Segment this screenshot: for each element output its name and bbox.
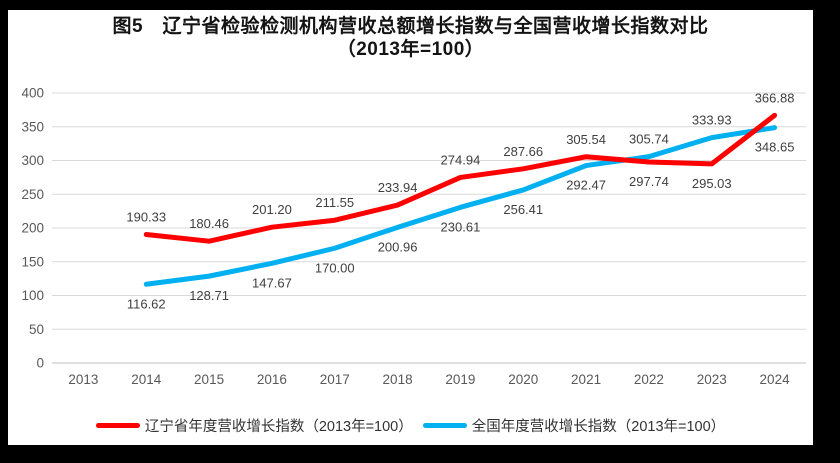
- data-label-national: 256.41: [503, 202, 543, 217]
- data-label-liaoning: 233.94: [378, 180, 418, 195]
- data-label-national: 147.67: [252, 275, 292, 290]
- data-label-national: 230.61: [441, 219, 481, 234]
- series-line-national: [143, 125, 778, 287]
- y-axis-tick-label: 250: [21, 187, 44, 202]
- data-label-liaoning: 180.46: [189, 216, 229, 231]
- x-axis-tick-label: 2018: [383, 372, 413, 387]
- y-axis-tick-label: 300: [21, 153, 44, 168]
- legend-line-swatch-blue: [422, 423, 467, 428]
- data-label-liaoning: 366.88: [755, 90, 795, 105]
- chart-legend: 辽宁省年度营收增长指数（2013年=100） 全国年度营收增长指数（2013年=…: [8, 415, 813, 436]
- data-label-liaoning: 305.54: [566, 132, 606, 147]
- x-axis-tick-label: 2024: [760, 372, 791, 387]
- legend-item-national: 全国年度营收增长指数（2013年=100）: [422, 415, 726, 436]
- x-axis-tick-label: 2023: [697, 372, 727, 387]
- data-label-liaoning: 211.55: [315, 195, 354, 210]
- data-label-national: 292.47: [566, 178, 606, 193]
- x-axis-tick-label: 2014: [131, 372, 162, 387]
- x-axis-tick-label: 2013: [68, 372, 98, 387]
- chart-canvas: 图5 辽宁省检验检测机构营收总额增长指数与全国营收增长指数对比 （2013年=1…: [8, 10, 813, 445]
- data-label-national: 170.00: [315, 260, 355, 275]
- data-label-liaoning: 190.33: [126, 210, 166, 225]
- x-axis-tick-label: 2022: [634, 372, 664, 387]
- legend-line-swatch-red: [95, 423, 140, 428]
- chart-title-line2: （2013年=100）: [336, 39, 485, 60]
- x-axis-tick-label: 2021: [571, 372, 601, 387]
- y-axis-tick-label: 100: [21, 288, 44, 303]
- y-axis-tick-label: 150: [21, 254, 44, 269]
- chart-title-line1: 图5 辽宁省检验检测机构营收总额增长指数与全国营收增长指数对比: [112, 16, 709, 37]
- y-axis-tick-label: 50: [29, 322, 44, 337]
- data-label-national: 348.65: [755, 140, 795, 155]
- data-label-national: 305.74: [629, 132, 669, 147]
- legend-label-national: 全国年度营收增长指数（2013年=100）: [471, 419, 726, 435]
- series-line-liaoning: [143, 112, 778, 244]
- data-label-liaoning: 274.94: [441, 152, 481, 167]
- data-label-liaoning: 297.74: [629, 174, 669, 189]
- data-label-national: 333.93: [692, 113, 732, 128]
- data-label-national: 128.71: [189, 288, 229, 303]
- x-axis-tick-label: 2020: [508, 372, 538, 387]
- data-label-liaoning: 201.20: [252, 202, 292, 217]
- x-axis-tick-label: 2019: [445, 372, 475, 387]
- data-label-liaoning: 295.03: [692, 176, 732, 191]
- line-chart-plot: 0 50 100 150 200 250 300 350 400 2013 2014 2015 2016…: [21, 86, 806, 387]
- x-axis-tick-label: 2017: [320, 372, 350, 387]
- data-label-national: 200.96: [378, 239, 418, 254]
- y-axis-tick-label: 400: [21, 86, 44, 101]
- legend-item-liaoning: 辽宁省年度营收增长指数（2013年=100）: [95, 415, 413, 436]
- legend-label-liaoning: 辽宁省年度营收增长指数（2013年=100）: [144, 419, 413, 435]
- y-axis-tick-label: 200: [21, 221, 44, 236]
- y-axis-tick-label: 0: [36, 356, 44, 371]
- y-axis-tick-label: 350: [21, 119, 44, 134]
- chart-title: 图5 辽宁省检验检测机构营收总额增长指数与全国营收增长指数对比 （2013年=1…: [8, 15, 813, 61]
- x-axis-tick-label: 2015: [194, 372, 224, 387]
- data-label-national: 116.62: [127, 296, 166, 311]
- x-axis-tick-label: 2016: [257, 372, 287, 387]
- data-label-liaoning: 287.66: [503, 144, 543, 159]
